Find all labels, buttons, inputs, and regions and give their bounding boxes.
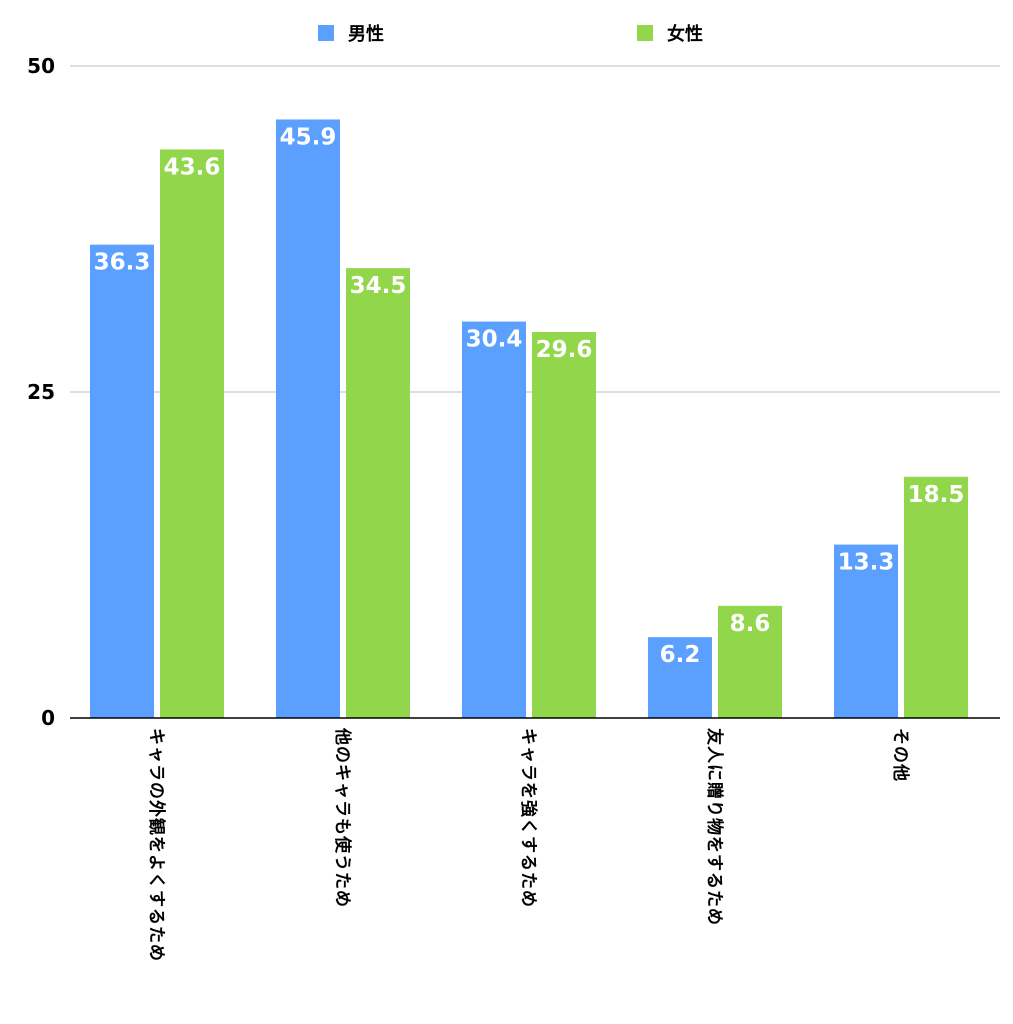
bar — [834, 544, 898, 718]
legend-label: 女性 — [667, 23, 703, 45]
bar — [160, 149, 224, 718]
data-label: 8.6 — [730, 611, 771, 637]
x-tick-label: その他 — [890, 728, 910, 782]
legend-label: 男性 — [348, 23, 384, 45]
y-tick-label: 0 — [41, 706, 55, 730]
y-tick-label: 25 — [27, 380, 55, 404]
bar — [346, 268, 410, 718]
data-label: 18.5 — [908, 482, 965, 508]
data-label: 6.2 — [660, 642, 701, 668]
data-label: 45.9 — [280, 124, 337, 150]
bar — [718, 605, 782, 718]
data-label: 29.6 — [536, 337, 593, 363]
legend-swatch — [637, 25, 653, 41]
x-tick-label: キャラを強くするため — [518, 728, 538, 908]
data-label: 43.6 — [164, 154, 221, 180]
x-tick-label: 他のキャラも使うため — [332, 728, 352, 908]
bar — [904, 476, 968, 718]
bar — [462, 321, 526, 718]
data-label: 34.5 — [350, 273, 407, 299]
x-tick-label: キャラの外観をよくするため — [146, 728, 166, 962]
y-tick-label: 50 — [27, 54, 55, 78]
data-label: 30.4 — [466, 327, 523, 353]
bar — [276, 119, 340, 719]
data-label: 13.3 — [838, 550, 895, 576]
bar — [648, 637, 712, 718]
x-tick-label: 友人に贈り物をするため — [704, 728, 724, 926]
bar — [532, 332, 596, 718]
data-label: 36.3 — [94, 250, 151, 276]
bar — [90, 244, 154, 718]
legend-swatch — [318, 25, 334, 41]
